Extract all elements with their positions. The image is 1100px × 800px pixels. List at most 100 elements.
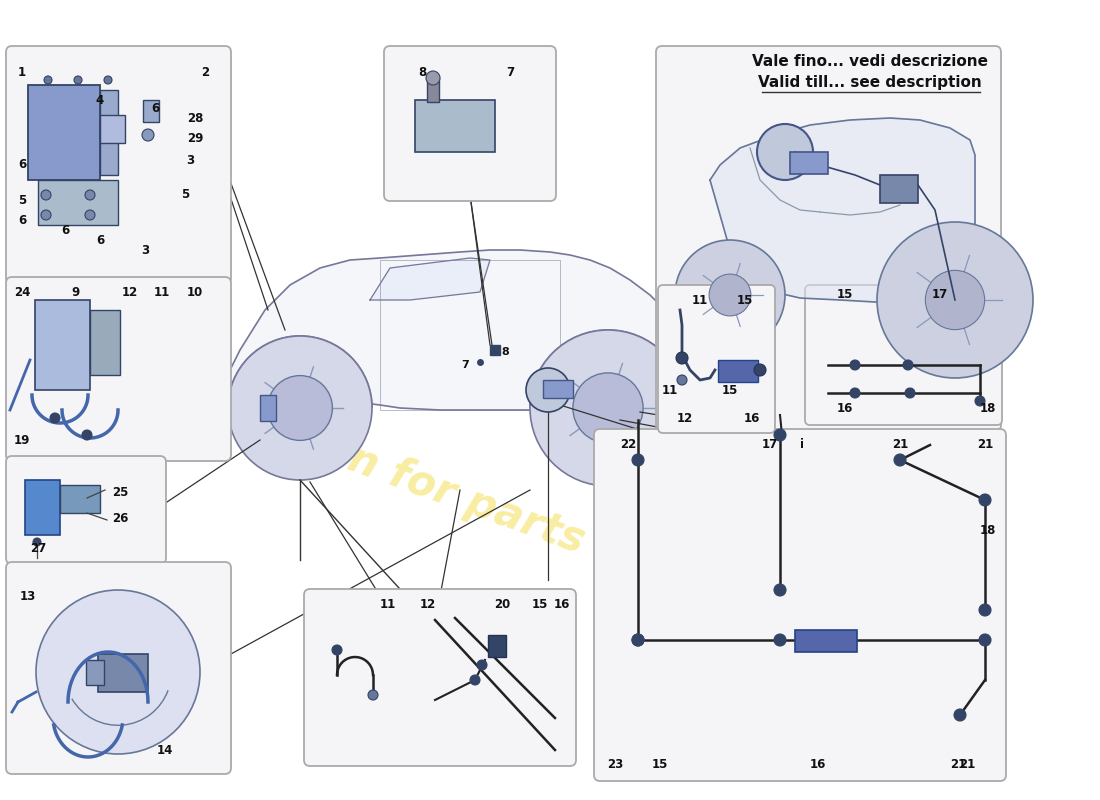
Circle shape bbox=[894, 454, 906, 466]
Circle shape bbox=[675, 240, 785, 350]
Text: 16: 16 bbox=[553, 598, 570, 611]
Circle shape bbox=[954, 709, 966, 721]
Text: 21: 21 bbox=[959, 758, 975, 771]
Text: 26: 26 bbox=[112, 511, 129, 525]
Text: 11: 11 bbox=[692, 294, 708, 306]
Text: 6: 6 bbox=[18, 214, 26, 226]
Circle shape bbox=[41, 210, 51, 220]
Text: 8: 8 bbox=[502, 347, 509, 357]
Circle shape bbox=[332, 645, 342, 655]
FancyBboxPatch shape bbox=[384, 46, 556, 201]
FancyBboxPatch shape bbox=[6, 562, 231, 774]
FancyBboxPatch shape bbox=[6, 46, 231, 284]
FancyBboxPatch shape bbox=[805, 285, 1002, 425]
Text: 11: 11 bbox=[154, 286, 170, 298]
Text: 3: 3 bbox=[141, 243, 150, 257]
Circle shape bbox=[975, 396, 984, 406]
Circle shape bbox=[267, 376, 332, 440]
Bar bbox=[543, 380, 573, 398]
Bar bbox=[415, 100, 495, 152]
Text: 21: 21 bbox=[892, 438, 909, 451]
Bar bbox=[488, 635, 506, 657]
FancyBboxPatch shape bbox=[658, 285, 776, 433]
Text: 15: 15 bbox=[837, 289, 854, 302]
Text: 28: 28 bbox=[187, 111, 204, 125]
Circle shape bbox=[979, 494, 991, 506]
Bar bbox=[98, 654, 148, 692]
Bar bbox=[261, 395, 276, 421]
FancyBboxPatch shape bbox=[304, 589, 576, 766]
Circle shape bbox=[530, 330, 686, 486]
FancyBboxPatch shape bbox=[6, 456, 166, 564]
Circle shape bbox=[50, 413, 60, 423]
Bar bbox=[60, 485, 100, 513]
Circle shape bbox=[903, 360, 913, 370]
Bar bbox=[790, 152, 828, 174]
Circle shape bbox=[44, 76, 52, 84]
Text: 15: 15 bbox=[531, 598, 548, 611]
Text: 2: 2 bbox=[201, 66, 209, 78]
Text: 27: 27 bbox=[30, 542, 46, 554]
Circle shape bbox=[979, 604, 991, 616]
Text: 17: 17 bbox=[932, 289, 948, 302]
Text: Vale fino... vedi descrizione: Vale fino... vedi descrizione bbox=[752, 54, 988, 70]
Polygon shape bbox=[710, 118, 975, 302]
Circle shape bbox=[104, 76, 112, 84]
Circle shape bbox=[774, 634, 786, 646]
Bar bbox=[143, 100, 160, 122]
Text: 29: 29 bbox=[187, 131, 204, 145]
Bar bbox=[90, 310, 120, 375]
Text: 7: 7 bbox=[461, 360, 469, 370]
Bar bbox=[795, 630, 857, 652]
Text: 14: 14 bbox=[157, 743, 173, 757]
Text: 4: 4 bbox=[96, 94, 104, 106]
Text: Valid till... see description: Valid till... see description bbox=[758, 74, 982, 90]
Bar bbox=[100, 90, 118, 175]
Text: 12: 12 bbox=[676, 411, 693, 425]
Circle shape bbox=[850, 360, 860, 370]
Text: 11: 11 bbox=[662, 383, 678, 397]
FancyBboxPatch shape bbox=[6, 277, 231, 461]
Circle shape bbox=[368, 690, 378, 700]
Bar bbox=[25, 480, 60, 535]
Text: 22: 22 bbox=[620, 438, 636, 451]
Text: 17: 17 bbox=[762, 438, 778, 451]
Circle shape bbox=[82, 430, 92, 440]
Text: 11: 11 bbox=[379, 598, 396, 611]
Circle shape bbox=[85, 190, 95, 200]
Text: 1: 1 bbox=[18, 66, 26, 78]
Text: 6: 6 bbox=[18, 158, 26, 171]
Circle shape bbox=[774, 429, 786, 441]
Text: 20: 20 bbox=[494, 598, 510, 611]
FancyBboxPatch shape bbox=[656, 46, 1001, 431]
Text: 5: 5 bbox=[180, 189, 189, 202]
Text: a passion for parts store: a passion for parts store bbox=[161, 371, 719, 609]
Bar bbox=[28, 85, 100, 180]
Circle shape bbox=[526, 368, 570, 412]
Text: 7: 7 bbox=[506, 66, 514, 78]
Text: 13: 13 bbox=[20, 590, 36, 602]
Text: 12: 12 bbox=[420, 598, 436, 611]
Text: 21: 21 bbox=[950, 758, 966, 771]
Circle shape bbox=[33, 538, 41, 546]
Text: 18: 18 bbox=[980, 402, 997, 414]
FancyBboxPatch shape bbox=[594, 429, 1006, 781]
Circle shape bbox=[925, 270, 985, 330]
Bar bbox=[880, 175, 918, 203]
Text: 21: 21 bbox=[977, 438, 993, 451]
Circle shape bbox=[877, 222, 1033, 378]
Text: 15: 15 bbox=[722, 383, 738, 397]
Circle shape bbox=[850, 388, 860, 398]
Text: 6: 6 bbox=[96, 234, 104, 246]
Text: 12: 12 bbox=[122, 286, 139, 298]
Circle shape bbox=[676, 352, 688, 364]
Text: 15: 15 bbox=[737, 294, 754, 306]
Bar bbox=[427, 78, 439, 102]
Circle shape bbox=[979, 634, 991, 646]
Text: i: i bbox=[800, 438, 804, 451]
Circle shape bbox=[573, 373, 644, 443]
Text: 9: 9 bbox=[70, 286, 79, 298]
Circle shape bbox=[228, 336, 372, 480]
Polygon shape bbox=[370, 258, 490, 300]
Text: 25: 25 bbox=[112, 486, 129, 498]
